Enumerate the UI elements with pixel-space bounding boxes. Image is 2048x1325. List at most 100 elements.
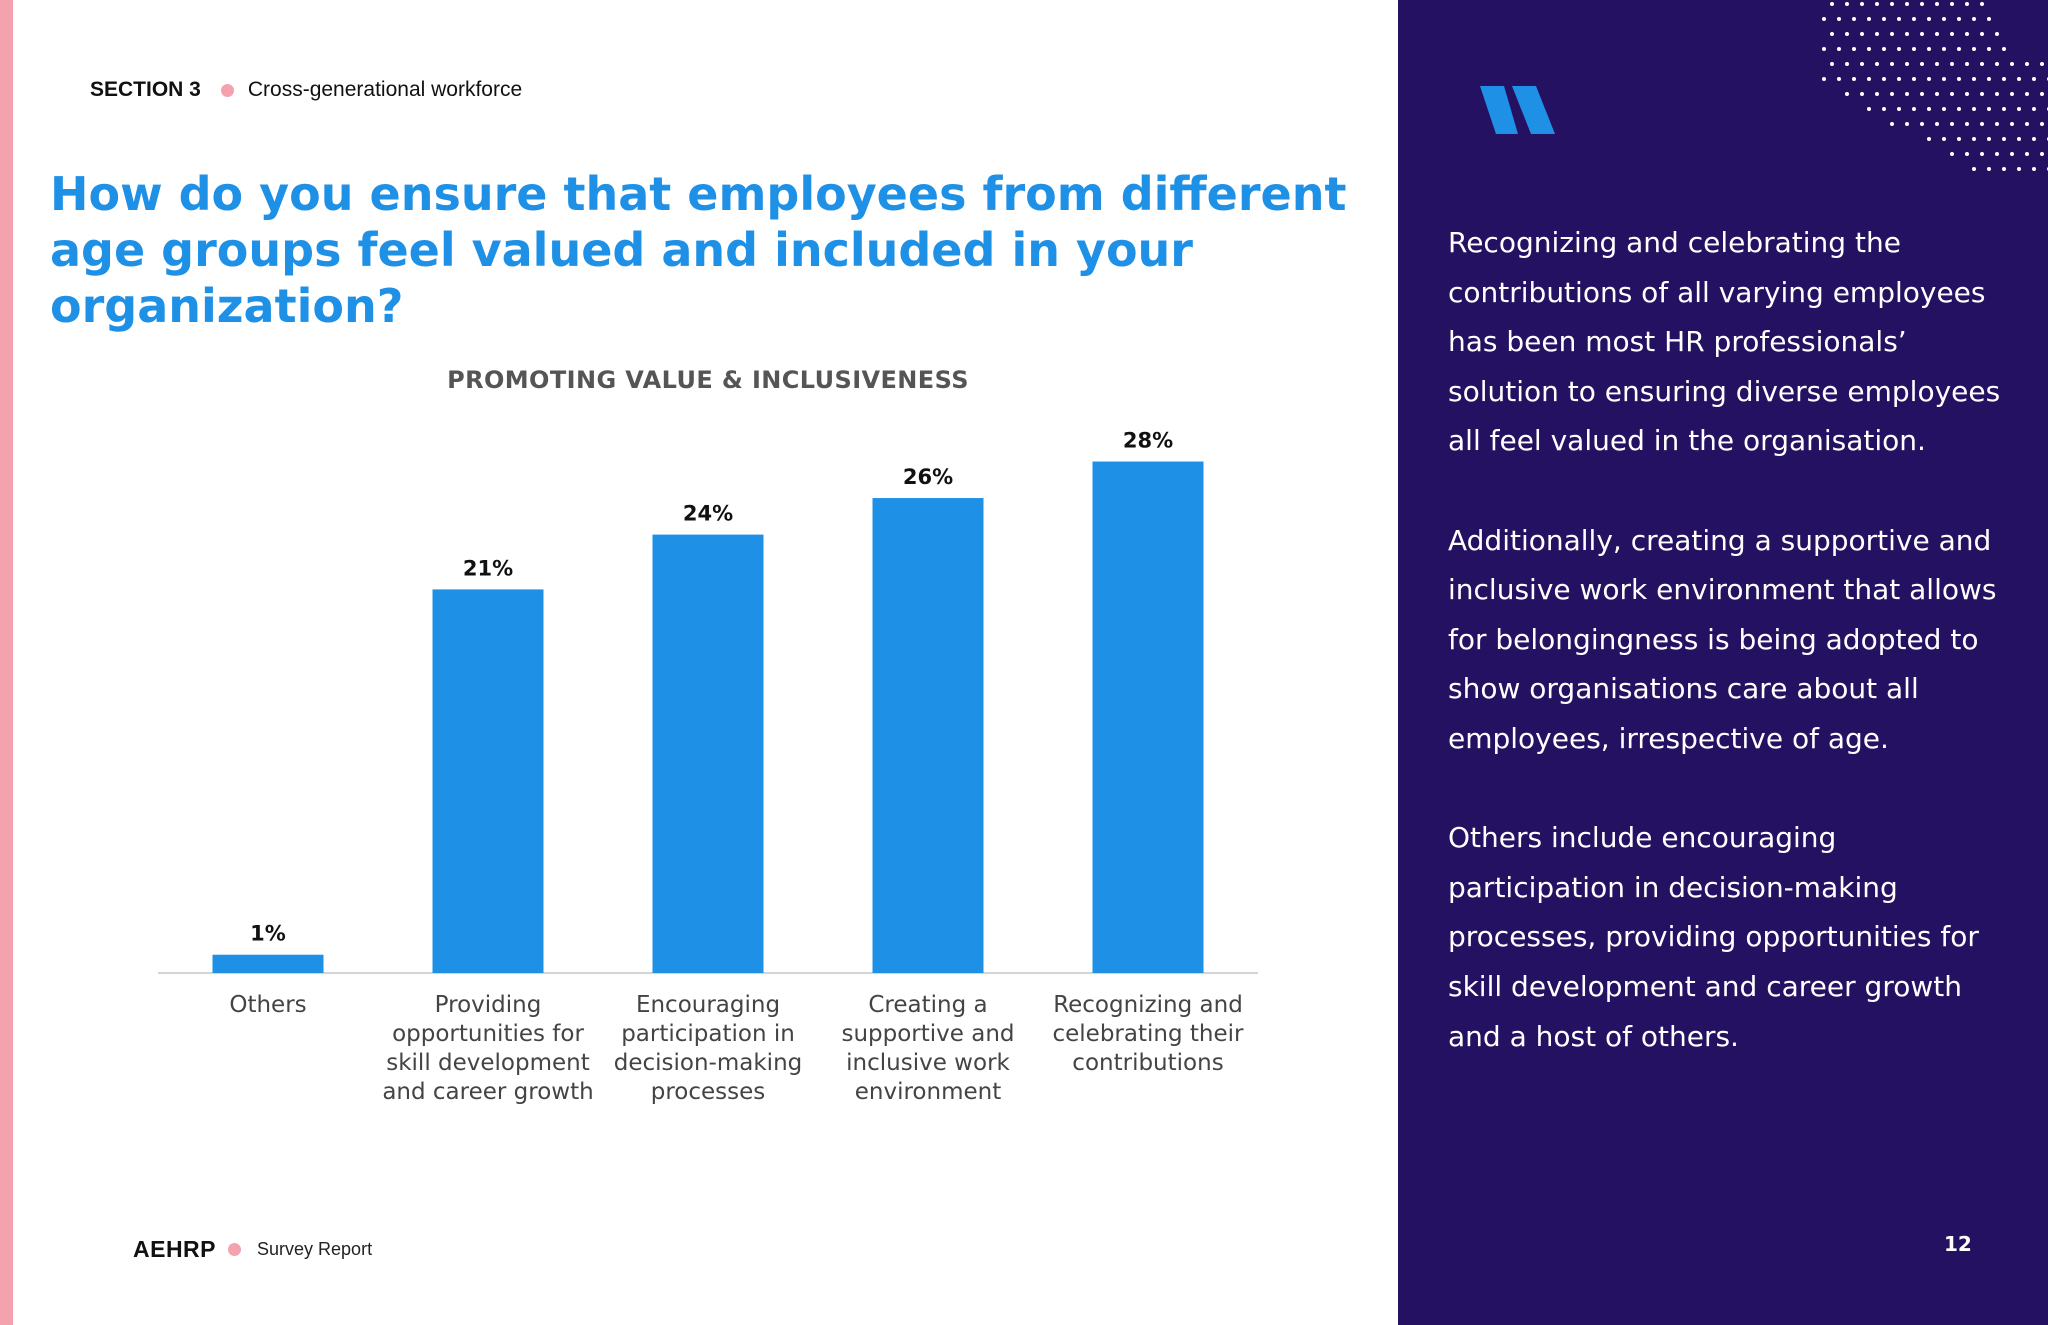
decoration-dot: [1867, 107, 1871, 111]
decoration-dot: [1972, 47, 1976, 51]
decoration-dot: [2032, 107, 2036, 111]
commentary-text: Recognizing and celebrating the contribu…: [1448, 218, 2018, 1111]
category-label: skill development: [386, 1050, 590, 1076]
footer-report-label: Survey Report: [257, 1239, 373, 1259]
decoration-dot: [1995, 62, 1999, 66]
decoration-dot: [2017, 77, 2021, 81]
footer-brand: AEHRP: [133, 1236, 217, 1262]
decoration-dot: [1830, 32, 1834, 36]
decoration-dot: [1867, 17, 1871, 21]
decoration-dot: [1980, 62, 1984, 66]
decoration-dot: [1927, 137, 1931, 141]
decoration-dot: [1950, 32, 1954, 36]
decoration-dot: [1980, 92, 1984, 96]
decoration-dot: [1950, 152, 1954, 156]
decoration-dot: [1845, 62, 1849, 66]
decoration-dot: [1897, 107, 1901, 111]
decoration-dot: [2002, 137, 2006, 141]
decoration-dot: [1987, 77, 1991, 81]
decoration-dot: [2017, 107, 2021, 111]
decoration-dot: [2032, 137, 2036, 141]
decoration-dot: [1905, 32, 1909, 36]
decoration-dot: [1852, 17, 1856, 21]
page-number: 12: [1944, 1232, 1972, 1256]
decoration-dot: [1905, 2, 1909, 6]
decoration-dot: [2017, 137, 2021, 141]
category-label: Encouraging: [636, 992, 780, 1018]
decoration-dot: [1957, 137, 1961, 141]
decoration-dot: [1927, 107, 1931, 111]
decoration-dot: [1860, 2, 1864, 6]
category-label: participation in: [621, 1021, 795, 1047]
decoration-dot: [1890, 92, 1894, 96]
decoration-dot: [1830, 62, 1834, 66]
decoration-dot: [1957, 107, 1961, 111]
dot-pattern-decoration: [1822, 2, 2048, 171]
decoration-dot: [1860, 62, 1864, 66]
bar-value-label: 28%: [1123, 429, 1173, 453]
page-headline: How do you ensure that employees from di…: [50, 167, 1347, 333]
decoration-dot: [2017, 167, 2021, 171]
decoration-dot: [1912, 47, 1916, 51]
commentary-paragraph: Recognizing and celebrating the contribu…: [1448, 226, 2001, 458]
decoration-dot: [1995, 92, 1999, 96]
category-label: opportunities for: [392, 1021, 584, 1047]
category-label: environment: [855, 1079, 1001, 1105]
decoration-dot: [2002, 167, 2006, 171]
decoration-dot: [2002, 107, 2006, 111]
decoration-dot: [2032, 167, 2036, 171]
decoration-dot: [1860, 92, 1864, 96]
category-label: supportive and: [841, 1021, 1014, 1047]
decoration-dot: [2010, 152, 2014, 156]
bar: [872, 498, 984, 973]
decoration-dot: [1897, 17, 1901, 21]
decoration-dot: [1950, 122, 1954, 126]
decoration-dot: [1927, 17, 1931, 21]
decoration-dot: [1882, 47, 1886, 51]
category-label: Recognizing and: [1053, 992, 1243, 1018]
decoration-dot: [2002, 47, 2006, 51]
decoration-dot: [1822, 17, 1826, 21]
decoration-dot: [1845, 92, 1849, 96]
decoration-dot: [1920, 2, 1924, 6]
decoration-dot: [1845, 32, 1849, 36]
decoration-dot: [1875, 32, 1879, 36]
category-label: and career growth: [382, 1079, 593, 1105]
decoration-dot: [1965, 32, 1969, 36]
decoration-dot: [1905, 122, 1909, 126]
category-label: Creating a: [868, 992, 987, 1018]
bar: [432, 589, 544, 973]
decoration-dot: [1950, 62, 1954, 66]
decoration-dot: [1890, 32, 1894, 36]
decoration-dot: [1890, 122, 1894, 126]
decoration-dot: [1972, 137, 1976, 141]
decoration-dot: [1905, 92, 1909, 96]
decoration-dot: [1980, 152, 1984, 156]
decoration-dot: [2025, 152, 2029, 156]
decoration-dot: [1942, 77, 1946, 81]
decoration-dot: [1942, 17, 1946, 21]
footer: AEHRP Survey Report: [133, 1236, 372, 1263]
decoration-dot: [1995, 32, 1999, 36]
chart-title: PROMOTING VALUE & INCLUSIVENESS: [447, 366, 969, 394]
decoration-dot: [2040, 92, 2044, 96]
decoration-dot: [2040, 122, 2044, 126]
decoration-dot: [2040, 62, 2044, 66]
decoration-dot: [1935, 122, 1939, 126]
bullet-dot-icon: [228, 1243, 242, 1256]
decoration-dot: [1905, 62, 1909, 66]
commentary-panel: Recognizing and celebrating the contribu…: [1398, 0, 2048, 1325]
decoration-dot: [1882, 107, 1886, 111]
decoration-dot: [1837, 17, 1841, 21]
decoration-dot: [1942, 107, 1946, 111]
decoration-dot: [1852, 77, 1856, 81]
decoration-dot: [1920, 62, 1924, 66]
decoration-dot: [1822, 47, 1826, 51]
decoration-dot: [1987, 17, 1991, 21]
category-label: inclusive work: [846, 1050, 1010, 1076]
bullet-dot-icon: [220, 83, 234, 97]
decoration-dot: [1965, 92, 1969, 96]
commentary-paragraph: Others include encouraging participation…: [1448, 821, 1979, 1053]
left-accent-stripe: [0, 0, 13, 1325]
decoration-dot: [1882, 77, 1886, 81]
